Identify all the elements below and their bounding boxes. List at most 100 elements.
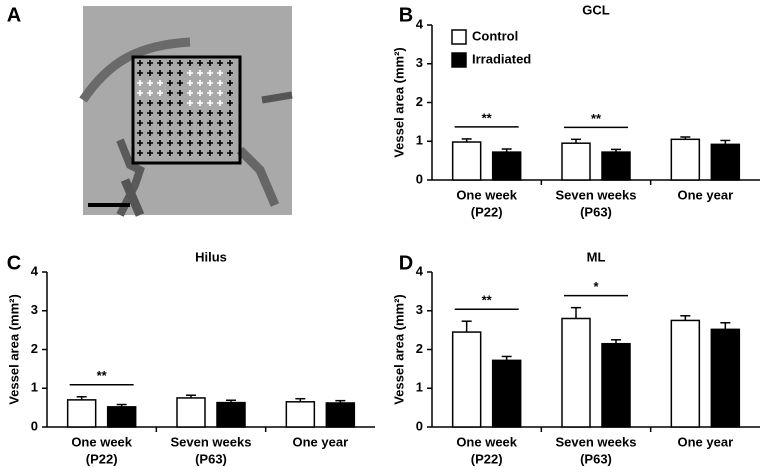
chart-title: GCL <box>582 2 610 17</box>
grid-point <box>187 80 193 86</box>
grid-point <box>167 80 173 86</box>
bar <box>106 406 137 428</box>
significance-label: ** <box>97 368 108 383</box>
grid-point <box>227 130 233 136</box>
bar <box>216 401 246 428</box>
grid-point <box>137 140 143 146</box>
grid-point <box>217 90 223 96</box>
significance-label: ** <box>591 111 602 126</box>
significance-label: ** <box>482 293 493 308</box>
bar <box>670 319 701 428</box>
x-tick-sublabel: (P63) <box>580 451 612 466</box>
y-tick-label: 2 <box>31 341 38 356</box>
grid-point <box>147 110 153 116</box>
grid-point <box>177 110 183 116</box>
grid-point <box>157 130 163 136</box>
grid-point <box>177 60 183 66</box>
grid-point <box>197 100 203 106</box>
legend-label: Irradiated <box>472 51 531 66</box>
grid-point <box>197 110 203 116</box>
grid-point <box>137 110 143 116</box>
grid-point <box>197 130 203 136</box>
grid-point <box>207 140 213 146</box>
grid-point <box>177 130 183 136</box>
bar <box>561 142 591 181</box>
grid-point <box>147 80 153 86</box>
grid-point <box>157 110 163 116</box>
y-tick-label: 0 <box>416 418 423 433</box>
grid-point <box>197 80 203 86</box>
chart-title: ML <box>587 249 606 264</box>
bar <box>451 331 482 428</box>
grid-point <box>137 80 143 86</box>
grid-point <box>217 100 223 106</box>
grid-point <box>157 100 163 106</box>
grid-point <box>147 90 153 96</box>
grid-point <box>137 60 143 66</box>
grid-point <box>187 60 193 66</box>
micrograph <box>79 6 293 217</box>
grid-point <box>177 90 183 96</box>
grid-point <box>207 130 213 136</box>
grid-point <box>187 100 193 106</box>
grid-point <box>217 120 223 126</box>
grid-point <box>217 130 223 136</box>
bar <box>66 399 97 428</box>
grid-point <box>187 90 193 96</box>
y-tick-label: 0 <box>31 418 38 433</box>
x-tick-sublabel: (P22) <box>471 204 503 219</box>
grid-point <box>137 150 143 156</box>
y-tick-label: 0 <box>416 171 423 186</box>
sampling-frame <box>131 55 242 165</box>
grid-point <box>197 60 203 66</box>
grid-point <box>197 120 203 126</box>
grid-point <box>217 80 223 86</box>
y-tick-label: 3 <box>416 302 423 317</box>
grid-point <box>147 120 153 126</box>
grid-point <box>167 120 173 126</box>
bar <box>491 359 522 428</box>
grid-point <box>147 100 153 106</box>
grid-point <box>217 140 223 146</box>
grid-point <box>217 70 223 76</box>
grid-point <box>177 70 183 76</box>
grid-point <box>177 80 183 86</box>
grid-point <box>187 150 193 156</box>
grid-point <box>227 60 233 66</box>
x-tick-sublabel: (P63) <box>580 204 612 219</box>
y-tick-label: 2 <box>416 341 423 356</box>
y-tick-label: 3 <box>31 302 38 317</box>
y-tick-label: 1 <box>416 380 423 395</box>
grid-point <box>137 130 143 136</box>
bar <box>451 141 482 181</box>
grid-point <box>207 120 213 126</box>
panel-label: C <box>7 252 21 274</box>
bar <box>325 402 356 428</box>
x-tick-sublabel: (P22) <box>86 451 118 466</box>
grid-point <box>177 150 183 156</box>
y-axis-label: Vessel area (mm²) <box>391 47 406 158</box>
legend-label: Control <box>472 28 518 43</box>
x-tick-sublabel: (P63) <box>195 451 227 466</box>
point-grid <box>137 60 233 156</box>
bar <box>176 397 206 428</box>
grid-point <box>227 80 233 86</box>
grid-point <box>207 100 213 106</box>
grid-point <box>187 130 193 136</box>
grid-point <box>157 120 163 126</box>
grid-point <box>187 110 193 116</box>
grid-point <box>147 130 153 136</box>
y-tick-label: 2 <box>416 94 423 109</box>
legend-swatch <box>451 29 467 45</box>
grid-point <box>157 70 163 76</box>
grid-point <box>197 90 203 96</box>
grid-point <box>197 150 203 156</box>
grid-point <box>227 140 233 146</box>
bar <box>601 342 631 428</box>
grid-point <box>157 90 163 96</box>
bar <box>601 151 631 181</box>
grid-point <box>157 140 163 146</box>
grid-point <box>187 70 193 76</box>
grid-point <box>227 100 233 106</box>
grid-point <box>207 110 213 116</box>
